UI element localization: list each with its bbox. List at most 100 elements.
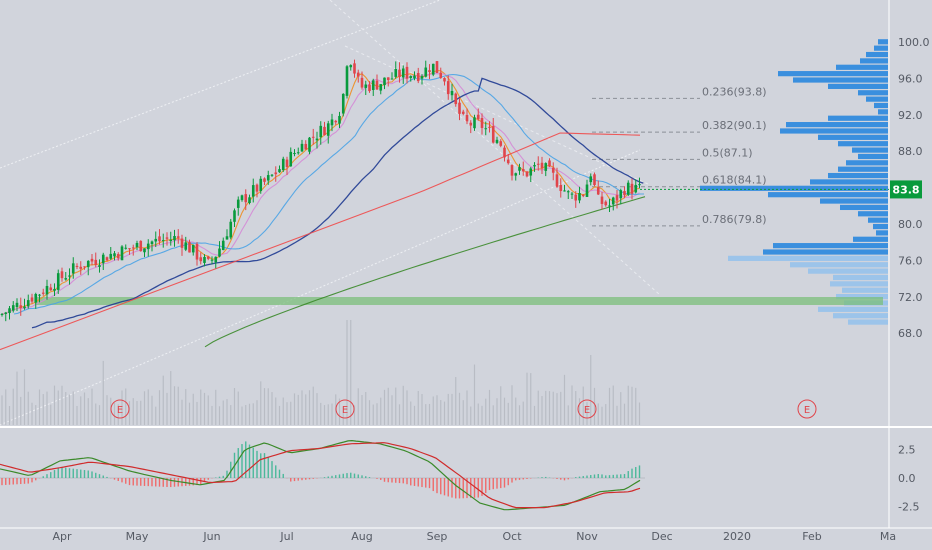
volume-profile-bar bbox=[780, 128, 888, 134]
candle-body bbox=[574, 194, 578, 201]
current-price-tag: 83.8 bbox=[640, 180, 922, 199]
candle-body bbox=[311, 136, 315, 138]
candle-body bbox=[221, 240, 225, 251]
candle-body bbox=[105, 257, 109, 261]
candle-body bbox=[491, 126, 495, 143]
current-price-badge bbox=[890, 180, 922, 199]
candle-body bbox=[270, 174, 274, 176]
candle-body bbox=[585, 184, 589, 197]
candle-body bbox=[64, 278, 68, 280]
volume-profile-bar bbox=[830, 281, 888, 287]
volume-profile-bar bbox=[860, 58, 888, 64]
candle-body bbox=[56, 273, 60, 290]
candle-body bbox=[210, 259, 214, 261]
candle-body bbox=[379, 84, 383, 91]
candle-body bbox=[326, 123, 330, 136]
candle-body bbox=[416, 72, 420, 82]
candle-body bbox=[165, 237, 169, 239]
candle-body bbox=[79, 266, 83, 269]
candle-body bbox=[274, 172, 278, 175]
volume-profile-bar bbox=[853, 236, 888, 242]
candle-body bbox=[323, 126, 326, 136]
candle-body bbox=[626, 182, 630, 195]
candle-body bbox=[195, 243, 199, 260]
candle-body bbox=[236, 199, 240, 208]
x-tick-label: Ma bbox=[880, 530, 896, 543]
candle-body bbox=[473, 117, 476, 129]
candle-body bbox=[518, 167, 521, 171]
candle-body bbox=[544, 163, 548, 171]
candle-body bbox=[604, 201, 608, 206]
candle-body bbox=[349, 65, 353, 68]
candle-body bbox=[375, 80, 379, 90]
volume-profile-bar bbox=[820, 198, 888, 204]
volume-profile-bar bbox=[878, 109, 888, 115]
candle-body bbox=[334, 120, 338, 123]
candle-body bbox=[26, 300, 30, 307]
candle-body bbox=[49, 287, 53, 291]
candle-body bbox=[458, 102, 461, 114]
volume-profile-bar bbox=[878, 39, 888, 45]
candle-body bbox=[465, 115, 469, 122]
candle-body bbox=[559, 184, 563, 192]
fib-level-label: 0.786(79.8) bbox=[702, 213, 767, 226]
candle-body bbox=[615, 195, 619, 201]
candle-body bbox=[308, 137, 311, 152]
volume-bars bbox=[1, 320, 641, 425]
moving-average-line bbox=[204, 196, 646, 348]
volume-profile-bar bbox=[778, 71, 888, 77]
y-tick-label: 80.0 bbox=[898, 218, 923, 231]
candle-body bbox=[296, 152, 300, 154]
macd-pane bbox=[0, 439, 645, 511]
moving-average-line bbox=[0, 132, 641, 351]
candle-body bbox=[405, 66, 409, 79]
volume-profile-bar bbox=[876, 230, 888, 236]
candle-body bbox=[240, 195, 244, 201]
candle-body bbox=[469, 122, 473, 126]
candle-body bbox=[596, 187, 600, 195]
candle-body bbox=[503, 147, 506, 158]
x-tick-label: Nov bbox=[576, 530, 598, 543]
macd-axis: 2.5 0.0 -2.5 bbox=[898, 444, 919, 514]
candle-body bbox=[233, 210, 236, 222]
candle-body bbox=[30, 297, 34, 302]
y-tick-label: 92.0 bbox=[898, 109, 923, 122]
candle-body bbox=[439, 72, 443, 78]
candle-body bbox=[634, 184, 638, 193]
candle-body bbox=[341, 93, 345, 114]
candle-body bbox=[83, 266, 86, 268]
fib-level-label: 0.618(84.1) bbox=[702, 174, 767, 187]
candle-body bbox=[120, 246, 124, 261]
y-tick-label: 100.0 bbox=[898, 36, 930, 49]
volume-profile-bar bbox=[866, 51, 888, 58]
candle-body bbox=[608, 205, 611, 207]
candle-body bbox=[60, 271, 64, 279]
x-tick-label: Feb bbox=[802, 530, 821, 543]
y-tick-label: 76.0 bbox=[898, 254, 923, 267]
candle-body bbox=[293, 153, 296, 155]
candle-body bbox=[263, 178, 266, 182]
candle-body bbox=[109, 253, 113, 259]
candle-body bbox=[398, 69, 401, 77]
candle-body bbox=[360, 77, 364, 88]
x-tick-label: 2020 bbox=[723, 530, 751, 543]
candle-body bbox=[206, 256, 210, 259]
macd-tick-label: 2.5 bbox=[898, 444, 916, 457]
candle-body bbox=[581, 195, 585, 197]
volume-profile-bar bbox=[840, 204, 888, 211]
y-tick-label: 96.0 bbox=[898, 72, 923, 85]
x-tick-label: Sep bbox=[427, 530, 448, 543]
volume-profile-bar bbox=[828, 83, 888, 89]
x-tick-label: May bbox=[126, 530, 149, 543]
candle-body bbox=[154, 238, 158, 242]
candle-body bbox=[409, 76, 413, 78]
volume-profile-bar bbox=[858, 153, 888, 160]
candle-body bbox=[188, 242, 191, 253]
candle-body bbox=[34, 293, 38, 303]
earnings-marker bbox=[797, 399, 817, 419]
candle-body bbox=[225, 236, 229, 240]
candle-body bbox=[413, 75, 416, 79]
candle-body bbox=[199, 257, 203, 262]
candle-body bbox=[281, 158, 285, 170]
